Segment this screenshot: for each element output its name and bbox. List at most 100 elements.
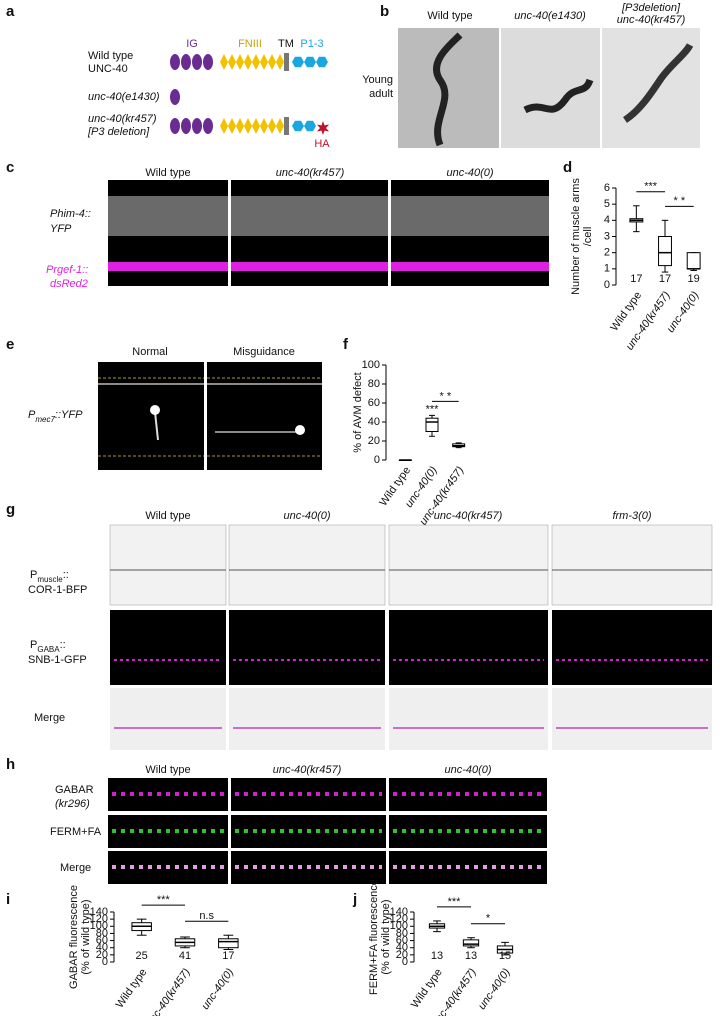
worm xyxy=(523,78,594,114)
image xyxy=(551,524,713,606)
y-tick-label: 80 xyxy=(396,927,408,939)
fn-domain xyxy=(260,54,268,70)
row-label: unc-40(kr457) xyxy=(88,113,157,125)
p-domain xyxy=(304,56,316,68)
y-tick-label: 100 xyxy=(390,920,408,932)
image xyxy=(229,610,385,685)
fn-domain xyxy=(268,118,276,134)
row-label: SNB-1-GFP xyxy=(28,654,87,666)
y-tick-label: 1 xyxy=(604,263,610,275)
significance: *** xyxy=(448,896,462,908)
image xyxy=(110,688,226,750)
image xyxy=(98,362,204,470)
y-tick-label: 60 xyxy=(96,934,108,946)
box xyxy=(686,252,701,270)
fn-domain xyxy=(252,54,260,70)
tm-domain xyxy=(284,117,289,135)
column-title: Wild type xyxy=(145,764,190,776)
y-tick-label: 0 xyxy=(102,956,108,968)
domain-label: TM xyxy=(278,38,294,50)
row-label: Merge xyxy=(34,712,65,724)
y-axis-label: /cell xyxy=(582,227,594,247)
panel-label: a xyxy=(6,3,15,20)
y-tick-label: 20 xyxy=(368,435,380,447)
y-tick-label: 140 xyxy=(390,906,408,918)
image xyxy=(109,524,227,606)
p-domain xyxy=(316,56,328,68)
y-tick-label: 60 xyxy=(368,397,380,409)
y-axis-label: (% of wild type) xyxy=(80,899,92,974)
row-label: COR-1-BFP xyxy=(28,584,87,596)
n-label: 17 xyxy=(659,273,671,285)
x-tick-label: unc-40(0) xyxy=(199,966,236,1012)
row-label: Pmec7::YFP xyxy=(28,409,83,424)
n-label: 17 xyxy=(630,273,642,285)
row-label: adult xyxy=(369,88,393,100)
significance: *** xyxy=(157,894,171,906)
row-label: YFP xyxy=(50,223,72,235)
panel-label: b xyxy=(380,3,389,20)
ig-domain xyxy=(203,118,213,134)
image xyxy=(229,688,385,750)
cell-body xyxy=(150,405,160,415)
x-tick-label: unc-40(kr457) xyxy=(144,966,193,1016)
x-tick-label: Wild type xyxy=(409,967,445,1011)
y-tick-label: 20 xyxy=(96,949,108,961)
column-title: Wild type xyxy=(145,167,190,179)
panel-label: e xyxy=(6,336,14,353)
y-tick-label: 3 xyxy=(604,230,610,242)
y-tick-label: 120 xyxy=(90,913,108,925)
ig-domain xyxy=(192,54,202,70)
y-tick-label: 100 xyxy=(362,359,380,371)
row-label: GABAR xyxy=(55,784,94,796)
y-axis-label: FERM+FA fluorescence xyxy=(368,879,380,995)
panel-label: g xyxy=(6,501,15,518)
fn-domain xyxy=(276,54,284,70)
cell-body xyxy=(295,425,305,435)
x-tick-label: unc-40(0) xyxy=(476,966,513,1012)
domain-label: IG xyxy=(186,38,198,50)
row-label: Merge xyxy=(60,862,91,874)
outline xyxy=(98,377,322,457)
fn-domain xyxy=(236,118,244,134)
tag-label: HA xyxy=(314,138,330,150)
n-label: 15 xyxy=(499,950,511,962)
fn-domain xyxy=(252,118,260,134)
image xyxy=(228,524,386,606)
column-title: Misguidance xyxy=(233,346,295,358)
box xyxy=(218,938,239,949)
y-tick-label: 100 xyxy=(90,920,108,932)
box xyxy=(462,939,480,947)
p-domain xyxy=(292,120,304,132)
muscle-band xyxy=(231,196,388,236)
column-title: frm-3(0) xyxy=(612,510,651,522)
fn-domain xyxy=(220,118,228,134)
worm xyxy=(622,43,694,123)
row-label: FERM+FA xyxy=(50,826,102,838)
row-label: Prgef-1:: xyxy=(46,264,88,276)
column-subtitle: unc-40(kr457) xyxy=(617,14,686,26)
n-label: 13 xyxy=(431,950,443,962)
ig-domain xyxy=(170,118,180,134)
y-axis-label: Number of muscle arms xyxy=(570,178,582,295)
x-tick-label: Wild type xyxy=(114,967,150,1011)
row-label: Young xyxy=(362,74,393,86)
column-title: Normal xyxy=(132,346,167,358)
image-row xyxy=(98,362,322,470)
significance: * * xyxy=(674,195,686,207)
significance: * xyxy=(486,913,491,925)
column-title: unc-40(0) xyxy=(444,764,491,776)
ha-tag xyxy=(316,121,330,135)
fn-domain xyxy=(244,118,252,134)
row-label: Phim-4:: xyxy=(50,208,91,220)
image-row xyxy=(398,28,700,148)
image xyxy=(552,688,712,750)
n-label: 25 xyxy=(136,950,148,962)
column-title: unc-40(kr457) xyxy=(434,510,503,522)
column-title: [P3deletion] xyxy=(621,2,681,14)
row-label: unc-40(e1430) xyxy=(88,91,160,103)
nerve-band xyxy=(391,262,549,271)
panel-label: f xyxy=(343,336,349,353)
row-label: dsRed2 xyxy=(50,278,88,290)
fn-domain xyxy=(260,118,268,134)
